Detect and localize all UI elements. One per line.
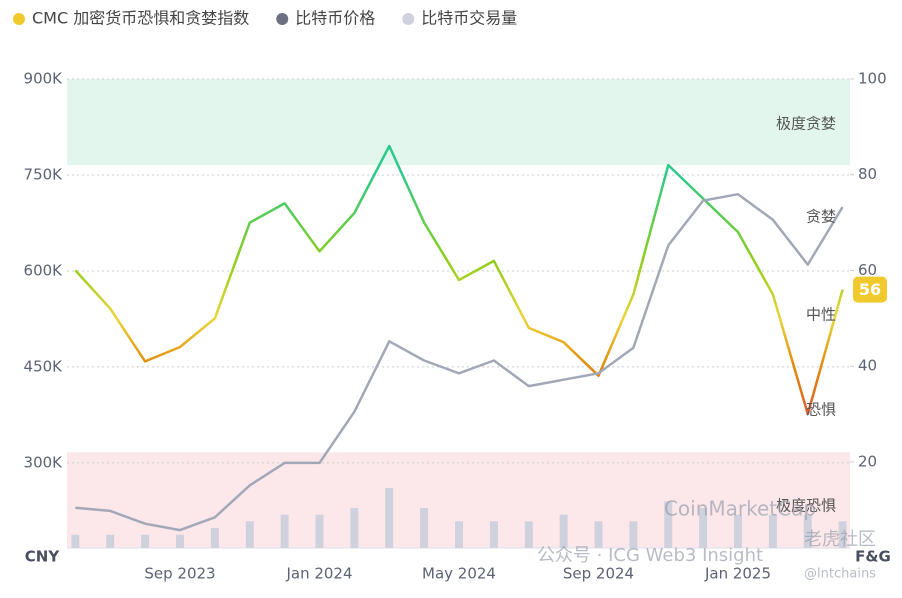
legend-label: 比特币价格 bbox=[295, 9, 375, 28]
volume-bar bbox=[385, 488, 394, 548]
volume-bar bbox=[559, 514, 568, 548]
current-badge bbox=[853, 276, 887, 303]
volume-bar bbox=[315, 514, 324, 548]
y2-axis-label: F&G bbox=[855, 548, 891, 566]
legend-dot bbox=[276, 13, 289, 25]
volume-bar bbox=[176, 534, 184, 548]
volume-bar bbox=[350, 508, 359, 548]
zone-label: 贪婪 bbox=[806, 208, 836, 226]
volume-bar bbox=[524, 521, 533, 548]
zone-label: 恐惧 bbox=[806, 401, 836, 419]
lines bbox=[74, 144, 844, 532]
volume-bar bbox=[280, 514, 289, 548]
volume-bar bbox=[210, 528, 219, 548]
volume-bar bbox=[838, 521, 847, 548]
volume-bar bbox=[664, 501, 673, 548]
legend-dot bbox=[402, 13, 415, 25]
y2-tick-label: 80 bbox=[858, 165, 877, 183]
watermark: 老虎社区 bbox=[804, 529, 876, 550]
x-tick-label: May 2024 bbox=[422, 565, 496, 583]
y-tick-label: 300K bbox=[24, 453, 64, 471]
watermark: CoinMarketCap bbox=[664, 497, 816, 521]
y2-tick-label: 100 bbox=[858, 70, 887, 88]
legend-label: 比特币交易量 bbox=[421, 9, 517, 28]
y2-tick-label: 60 bbox=[858, 261, 877, 279]
x-tick-label: Jan 2024 bbox=[285, 565, 352, 583]
volume-bar bbox=[699, 508, 708, 548]
volume-bar bbox=[106, 534, 115, 548]
watermark: 公众号 · ICG Web3 Insight bbox=[537, 545, 763, 566]
y-tick-label: 450K bbox=[24, 357, 64, 375]
x-tick-label: Sep 2024 bbox=[563, 565, 634, 583]
y-tick-label: 600K bbox=[24, 261, 64, 279]
volume-bar bbox=[803, 514, 812, 548]
current-value: 56 bbox=[859, 280, 881, 299]
y-tick-label: 900K bbox=[24, 70, 64, 88]
volume-bar bbox=[489, 521, 498, 548]
zone-label: 极度恐惧 bbox=[776, 497, 836, 515]
zones bbox=[67, 79, 850, 548]
zone bbox=[67, 79, 850, 166]
volume-bar bbox=[594, 521, 603, 548]
volume-bar bbox=[420, 508, 429, 548]
volume-bar bbox=[141, 534, 150, 548]
volume-bar bbox=[629, 521, 638, 548]
zone-label: 极度贪婪 bbox=[776, 115, 836, 133]
y-axis-label: CNY bbox=[25, 548, 61, 566]
volume-bar bbox=[245, 521, 254, 548]
zone-label: 中性 bbox=[806, 306, 836, 324]
volume-bar bbox=[734, 514, 742, 548]
legend-dot bbox=[13, 13, 25, 25]
x-tick-label: Jan 2025 bbox=[704, 565, 771, 583]
y-tick-label: 750K bbox=[24, 165, 64, 183]
legend: CMC 加密货币恐惧和贪婪指数 比特币价格 比特币交易量 bbox=[13, 9, 517, 28]
price-line bbox=[75, 192, 844, 532]
y2-tick-label: 40 bbox=[858, 357, 877, 375]
x-tick-label: Sep 2023 bbox=[144, 565, 215, 583]
volume-bar bbox=[768, 514, 777, 548]
watermark: @lntchains bbox=[804, 567, 876, 582]
legend-label: CMC 加密货币恐惧和贪婪指数 bbox=[32, 9, 249, 28]
volume-bar bbox=[455, 521, 463, 548]
volume bbox=[71, 488, 847, 548]
y2-tick-label: 20 bbox=[858, 452, 877, 470]
fear-greed-line bbox=[74, 144, 844, 416]
volume-bar bbox=[71, 534, 80, 548]
